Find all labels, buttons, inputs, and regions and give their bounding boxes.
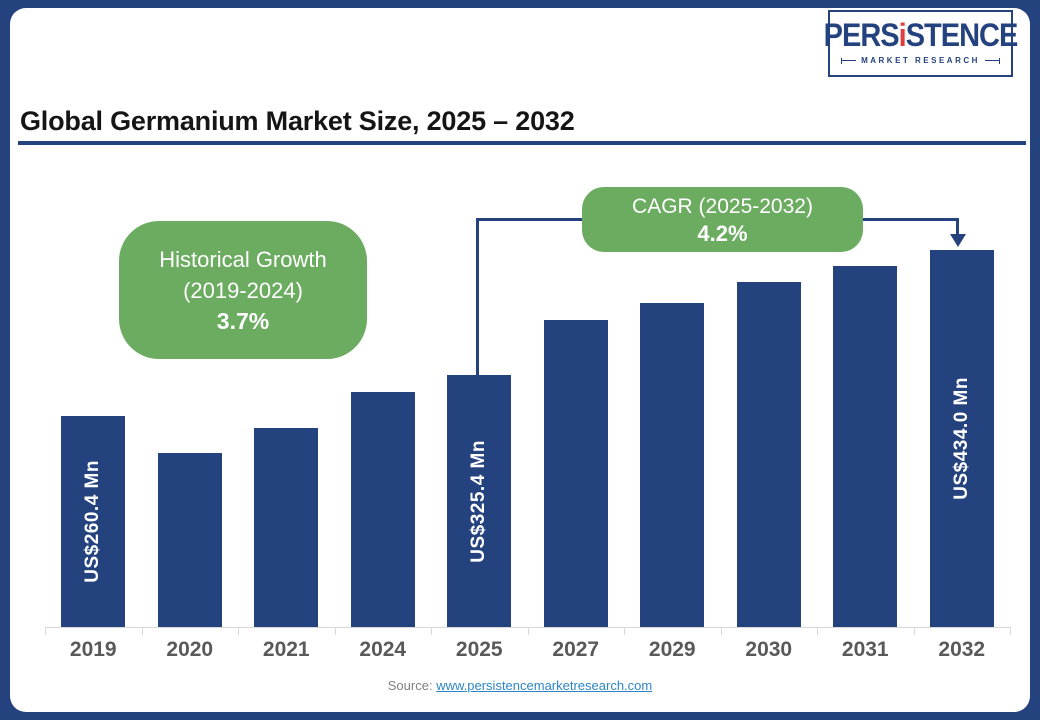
x-axis-tick: [913, 627, 915, 635]
logo-red-i: i: [898, 18, 907, 54]
x-axis-label-2027: 2027: [552, 638, 600, 661]
bar-group: US$260.4 Mn US$325.4 Mn US$434.0 Mn: [45, 160, 1010, 627]
bar-2030: [736, 282, 801, 627]
logo-rule-right: [984, 57, 1001, 64]
x-axis-tick: [527, 627, 529, 635]
source-line: Source: www.persistencemarketresearch.co…: [0, 678, 1040, 693]
x-axis-tick: [431, 627, 432, 635]
bar-2032: US$434.0 Mn: [929, 250, 994, 627]
logo-part1: PERS: [823, 18, 900, 54]
bar-2021: [254, 428, 319, 627]
bar-2031: [833, 266, 898, 627]
bar-value-label-2019: US$260.4 Mn: [82, 460, 104, 583]
logo-wordmark: PERSiSTENCE: [823, 18, 1019, 54]
bar-slot-2019: US$260.4 Mn: [45, 160, 142, 627]
bar-slot-2031: [817, 160, 914, 627]
x-axis-label-2030: 2030: [745, 638, 793, 661]
x-axis-tick: [141, 627, 143, 635]
connector-vertical-to-2032-bar: [956, 218, 959, 236]
logo-subtitle: MARKET RESEARCH: [861, 56, 980, 65]
x-axis-label-2032: 2032: [938, 638, 986, 661]
bar-slot-2020: [142, 160, 239, 627]
x-axis-tick: [624, 627, 625, 635]
bar-value-label-2025: US$325.4 Mn: [468, 439, 490, 563]
x-axis-tick: [238, 627, 239, 635]
bar-2024: [350, 392, 415, 627]
bar-slot-2027: [528, 160, 625, 627]
connector-arrowhead-icon: [950, 234, 966, 247]
x-axis-tick: [334, 627, 336, 635]
bar-slot-2029: [624, 160, 721, 627]
x-axis-label-2020: 2020: [166, 638, 214, 661]
x-axis-label-2021: 2021: [262, 638, 310, 661]
logo-rule-left: [840, 57, 857, 64]
x-axis-tick: [1010, 627, 1011, 635]
bar-value-label-2032: US$434.0 Mn: [950, 377, 972, 500]
bar-slot-2025: US$325.4 Mn: [431, 160, 528, 627]
bar-slot-2024: [335, 160, 432, 627]
x-axis-tick: [45, 627, 46, 635]
persistence-market-research-logo: PERSiSTENCE MARKET RESEARCH: [824, 10, 1018, 77]
bar-2025: US$325.4 Mn: [447, 375, 512, 627]
bar-slot-2030: [721, 160, 818, 627]
x-axis-label-2031: 2031: [841, 638, 889, 661]
cagr-value: 4.2%: [697, 220, 748, 246]
x-axis-label-2025: 2025: [455, 638, 503, 661]
page-title: Global Germanium Market Size, 2025 – 203…: [20, 106, 575, 136]
x-axis-label-2019: 2019: [69, 638, 117, 661]
historical-growth-line2: (2019-2024): [183, 277, 303, 303]
bar-2019: US$260.4 Mn: [61, 416, 126, 627]
title-underline: [18, 141, 1026, 145]
bar-2027: [543, 320, 608, 627]
x-axis-tick: [720, 627, 722, 635]
logo-part2: STENCE: [905, 18, 1019, 54]
logo-subtitle-row: MARKET RESEARCH: [840, 56, 1001, 65]
cagr-line1: CAGR (2025-2032): [632, 194, 813, 218]
x-axis-tick: [817, 627, 818, 635]
historical-growth-callout: Historical Growth (2019-2024) 3.7%: [119, 221, 367, 359]
cagr-callout: CAGR (2025-2032) 4.2%: [582, 187, 863, 252]
bar-slot-2021: [238, 160, 335, 627]
bar-2020: [157, 453, 222, 627]
historical-growth-value: 3.7%: [216, 307, 270, 334]
connector-vertical-from-2025-bar: [476, 218, 479, 375]
bar-2029: [640, 303, 705, 627]
source-link[interactable]: www.persistencemarketresearch.com: [436, 678, 653, 693]
bar-slot-2032: US$434.0 Mn: [914, 160, 1011, 627]
bar-chart: US$260.4 Mn US$325.4 Mn US$434.0 Mn: [45, 160, 1010, 627]
x-axis-label-2024: 2024: [359, 638, 407, 661]
x-axis-line: [45, 627, 1011, 635]
historical-growth-line1: Historical Growth: [159, 246, 327, 272]
x-axis-label-2029: 2029: [648, 638, 696, 661]
source-prefix: Source:: [387, 678, 433, 693]
x-axis-labels: 2019 2020 2021 2024 2025 2027 2029 2030 2031 2032: [45, 638, 1010, 662]
